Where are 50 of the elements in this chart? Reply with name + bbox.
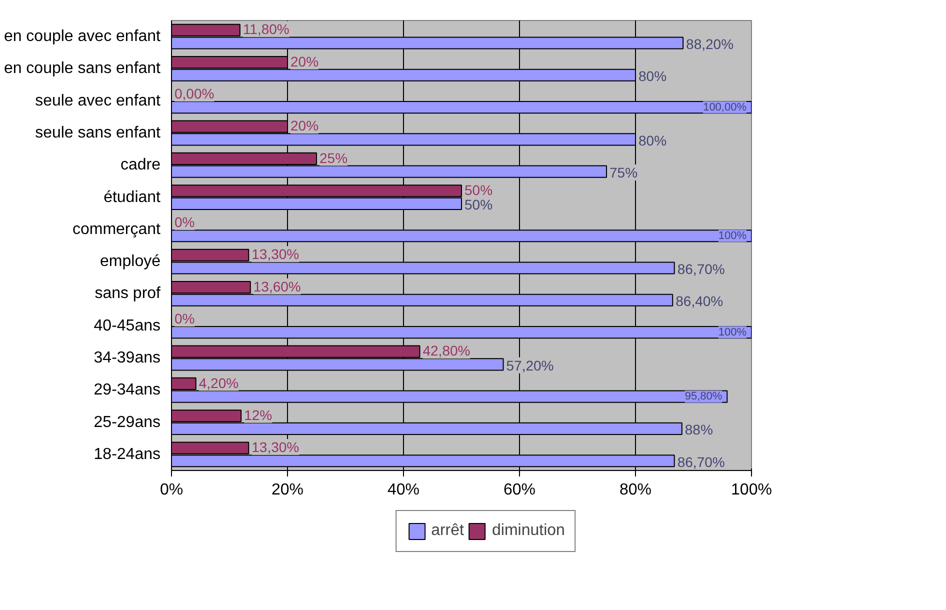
data-label: 95,80% — [684, 390, 722, 403]
data-label: 88,20% — [686, 36, 734, 52]
data-label: 86,70% — [677, 260, 725, 277]
y-tick-label: sans prof — [94, 285, 162, 302]
data-label: 0% — [174, 214, 195, 230]
y-tick-label: commerçant — [72, 220, 162, 238]
x-tick-label: 60% — [503, 482, 536, 498]
data-label: 12% — [244, 406, 272, 423]
data-label: 25% — [320, 150, 348, 166]
y-tick-label: seule avec enfant — [35, 92, 162, 110]
y-tick-label: 29-34ans — [94, 382, 160, 399]
y-tick-label: cadre — [120, 156, 161, 174]
data-label: 100% — [718, 230, 747, 242]
data-label: 50% — [464, 182, 493, 198]
data-label: 80% — [638, 132, 667, 148]
data-label: 100,00% — [703, 101, 747, 114]
data-label: 86,40% — [676, 293, 724, 310]
legend-label: arrêt — [431, 522, 464, 540]
data-label: 75% — [610, 164, 638, 181]
x-tick-label: 40% — [387, 482, 420, 498]
data-label: 20% — [290, 118, 319, 134]
y-tick-label: 25-29ans — [94, 414, 160, 431]
data-label: 50% — [464, 196, 493, 213]
y-tick-label: en couple avec enfant — [4, 28, 162, 46]
y-tick-label: étudiant — [104, 188, 162, 206]
data-label: 13,30% — [252, 439, 300, 456]
data-label: 13,60% — [253, 278, 301, 294]
x-tick-label: 100% — [731, 482, 772, 498]
data-label: 80% — [638, 68, 667, 84]
data-label: 100% — [718, 326, 747, 338]
data-label: 0,00% — [174, 85, 214, 102]
data-label: 0% — [174, 310, 195, 326]
x-tick-label: 0% — [160, 482, 184, 498]
data-label: 86,70% — [677, 454, 725, 470]
data-label: 88% — [684, 422, 713, 438]
y-tick-label: seule sans enfant — [35, 124, 162, 142]
data-label: 4,20% — [198, 374, 239, 391]
x-tick-label: 80% — [619, 482, 652, 498]
data-label: 57,20% — [506, 357, 554, 374]
data-label: 11,80% — [242, 21, 290, 38]
y-tick-label: 18-24ans — [94, 446, 160, 463]
y-tick-label: 40-45ans — [94, 317, 160, 334]
data-label: 13,30% — [252, 246, 300, 262]
y-tick-label: employé — [100, 253, 161, 270]
y-tick-label: en couple sans enfant — [4, 60, 162, 78]
legend-label: diminution — [492, 522, 565, 540]
data-label: 20% — [290, 53, 319, 70]
x-tick-label: 20% — [271, 482, 304, 498]
data-label: 42,80% — [422, 342, 470, 359]
y-tick-label: 34-39ans — [94, 350, 160, 366]
